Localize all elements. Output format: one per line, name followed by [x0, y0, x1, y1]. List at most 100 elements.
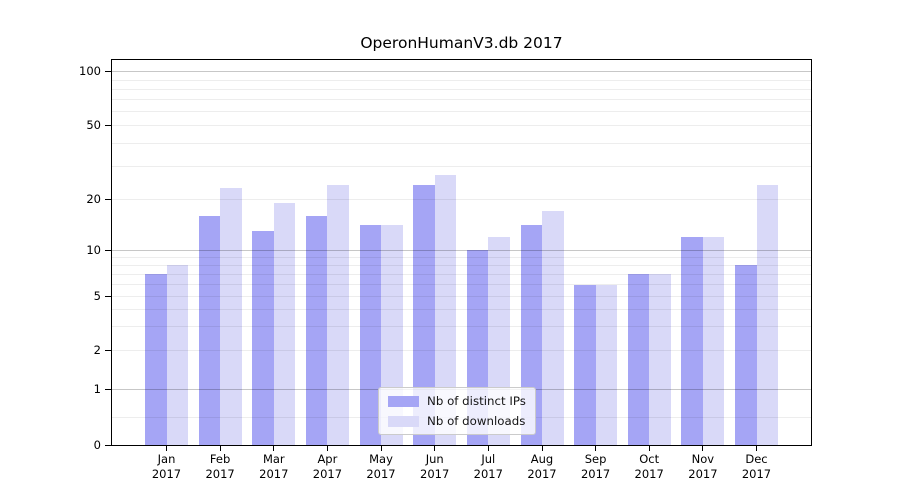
gridline-4 — [112, 309, 811, 311]
legend-entry: Nb of distinct IPs — [388, 394, 526, 408]
y-tick-mark-50 — [105, 125, 111, 127]
y-tick-mark-1 — [105, 388, 111, 390]
bar-distinct-ips-feb — [198, 215, 221, 445]
x-tick-month: Sep — [584, 452, 607, 466]
x-tick-label-sep: Sep 2017 — [568, 452, 624, 482]
gridline-8 — [112, 264, 811, 266]
gridline-70 — [112, 99, 811, 101]
y-tick-label-2: 2 — [93, 343, 101, 357]
x-tick-month: Oct — [639, 452, 660, 466]
x-tick-year: 2017 — [312, 467, 343, 481]
x-tick-label-may: May 2017 — [353, 452, 409, 482]
legend-swatch — [388, 395, 419, 407]
x-tick-year: 2017 — [688, 467, 718, 481]
x-tick-month: Mar — [262, 452, 285, 466]
y-tick-mark-0 — [105, 444, 111, 446]
x-tick-mark-dec — [756, 446, 757, 451]
x-tick-year: 2017 — [741, 467, 772, 481]
y-tick-label-5: 5 — [93, 289, 101, 304]
x-tick-label-jun: Jun 2017 — [407, 452, 463, 482]
x-tick-label-feb: Feb 2017 — [192, 452, 248, 482]
legend-entry: Nb of downloads — [388, 414, 526, 428]
bar-distinct-ips-jan — [145, 274, 167, 445]
x-tick-mark-may — [380, 446, 382, 451]
gridline-9 — [112, 256, 811, 258]
bar-downloads-nov — [702, 236, 725, 445]
y-tick-mark-100 — [105, 71, 111, 73]
x-tick-label-dec: Dec 2017 — [729, 452, 785, 482]
x-tick-year: 2017 — [634, 467, 664, 481]
x-tick-month: Jun — [425, 452, 444, 466]
y-tick-label-20: 20 — [86, 191, 101, 206]
x-tick-year: 2017 — [527, 467, 557, 481]
y-tick-label-1: 1 — [93, 381, 101, 396]
x-tick-mark-feb — [219, 446, 221, 451]
bar-downloads-jun — [434, 175, 457, 445]
gridline-2 — [112, 350, 811, 351]
gridline-7 — [112, 273, 811, 275]
x-tick-label-mar: Mar 2017 — [246, 452, 302, 482]
x-tick-year: 2017 — [366, 467, 396, 481]
x-tick-mark-mar — [273, 446, 275, 451]
gridline-30 — [112, 166, 811, 168]
y-tick-label-100: 100 — [79, 64, 101, 79]
bar-distinct-ips-sep — [574, 284, 596, 445]
x-tick-label-nov: Nov 2017 — [675, 452, 731, 482]
y-tick-mark-10 — [105, 249, 111, 251]
x-tick-mark-apr — [326, 446, 328, 451]
x-tick-month: May — [369, 452, 393, 466]
x-tick-label-oct: Oct 2017 — [621, 452, 677, 482]
x-tick-month: Nov — [691, 452, 715, 466]
gridline-100 — [112, 71, 811, 73]
legend-label: Nb of downloads — [427, 414, 526, 428]
x-tick-month: Feb — [209, 452, 231, 466]
bar-downloads-oct — [649, 274, 671, 445]
x-tick-month: Aug — [530, 452, 554, 466]
y-tick-label-0: 0 — [93, 437, 101, 452]
bar-distinct-ips-jun — [413, 184, 435, 445]
legend: Nb of distinct IPs Nb of downloads — [378, 387, 536, 435]
y-tick-mark-20 — [105, 198, 111, 200]
bar-downloads-aug — [542, 211, 564, 445]
x-tick-year: 2017 — [420, 467, 450, 481]
x-tick-year: 2017 — [580, 467, 611, 481]
x-tick-month: Dec — [745, 452, 768, 466]
x-tick-mark-aug — [541, 446, 543, 451]
bar-distinct-ips-apr — [305, 215, 328, 445]
x-tick-year: 2017 — [473, 467, 503, 481]
y-tick-label-50: 50 — [86, 118, 101, 133]
x-tick-label-jul: Jul 2017 — [460, 452, 516, 482]
x-tick-month: Apr — [317, 452, 338, 466]
bar-downloads-apr — [327, 184, 349, 445]
gridline-90 — [112, 79, 811, 81]
gridline-5 — [112, 296, 811, 298]
y-tick-mark-5 — [105, 296, 111, 298]
gridline-10 — [112, 249, 811, 251]
x-tick-mark-nov — [702, 446, 704, 451]
gridline-3 — [112, 326, 811, 328]
bar-distinct-ips-nov — [681, 236, 703, 445]
gridline-50 — [112, 125, 811, 127]
bar-downloads-dec — [756, 184, 778, 445]
x-tick-mark-sep — [595, 446, 597, 451]
x-tick-label-apr: Apr 2017 — [299, 452, 355, 482]
bar-distinct-ips-mar — [252, 230, 274, 445]
x-tick-year: 2017 — [151, 467, 182, 481]
x-tick-month: Jul — [481, 452, 496, 466]
legend-label: Nb of distinct IPs — [427, 394, 526, 408]
plot-area: Nb of distinct IPs Nb of downloads — [111, 59, 812, 446]
x-tick-mark-jan — [166, 446, 167, 451]
chart-title: OperonHumanV3.db 2017 — [360, 34, 563, 52]
x-tick-mark-jun — [434, 446, 436, 451]
x-tick-mark-oct — [648, 446, 650, 451]
bar-downloads-sep — [595, 284, 618, 445]
gridline-40 — [112, 143, 811, 145]
x-tick-year: 2017 — [205, 467, 235, 481]
x-tick-month: Jan — [157, 452, 176, 466]
bar-downloads-mar — [273, 203, 296, 445]
x-tick-mark-jul — [487, 446, 489, 451]
x-tick-label-jan: Jan 2017 — [139, 452, 195, 482]
bar-distinct-ips-dec — [735, 265, 757, 445]
y-tick-mark-2 — [105, 350, 111, 351]
